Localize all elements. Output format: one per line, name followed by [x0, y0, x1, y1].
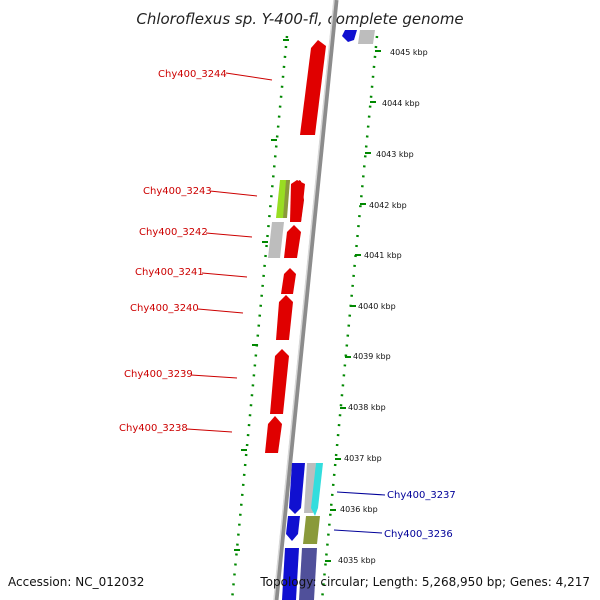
scale-label: 4036 kbp: [340, 505, 378, 514]
scale-label: 4038 kbp: [348, 403, 386, 412]
gene-forward-blue-2: [286, 516, 300, 541]
gene-forward-purple: [299, 548, 317, 600]
right-dotted-track: [320, 35, 379, 600]
gene-forward-blue-3: [282, 548, 299, 600]
scale-label: 4035 kbp: [338, 556, 376, 565]
reverse-gene-labels: Chy400_3244 Chy400_3243 Chy400_3242 Chy4…: [119, 69, 273, 434]
scale-label: 4044 kbp: [382, 99, 420, 108]
gene-top-gray: [358, 30, 375, 44]
accession-label: Accession: NC_012032: [8, 575, 144, 589]
scale-label: 4045 kbp: [390, 48, 428, 57]
gene-label: Chy400_3237: [387, 490, 456, 501]
gene-chy400-3244: [300, 40, 326, 135]
topology-label: Topology: circular; Length: 5,268,950 bp…: [259, 575, 590, 589]
scale-label: 4040 kbp: [358, 302, 396, 311]
gene-chy400-3238: [265, 416, 282, 453]
gene-label: Chy400_3243: [143, 186, 212, 197]
gene-label: Chy400_3236: [384, 529, 453, 540]
gene-chy400-3237: [311, 463, 323, 516]
scale-label: 4041 kbp: [364, 251, 402, 260]
gene-label: Chy400_3239: [124, 369, 193, 380]
gene-gray: [268, 222, 284, 258]
forward-gene-labels: Chy400_3237 Chy400_3236: [333, 490, 456, 540]
gene-label: Chy400_3242: [139, 227, 208, 238]
gene-chy400-3236: [303, 516, 320, 544]
gene-label: Chy400_3240: [130, 303, 199, 314]
scale-label: 4039 kbp: [353, 352, 391, 361]
gene-chy400-3240: [276, 295, 293, 340]
scale-label: 4037 kbp: [344, 454, 382, 463]
gene-label: Chy400_3244: [158, 69, 227, 80]
gene-chy400-3241: [281, 268, 296, 294]
gene-chy400-3239: [270, 349, 289, 414]
gene-chy400-3243: [290, 180, 305, 222]
scale-ticks: [325, 50, 381, 562]
gene-label: Chy400_3241: [135, 267, 204, 278]
map-title: Chloroflexus sp. Y-400-fl, complete geno…: [136, 10, 463, 28]
gene-chy400-3242: [284, 225, 301, 258]
left-track-ticks: [234, 39, 289, 551]
scale-label: 4042 kbp: [369, 201, 407, 210]
scale-labels: 4045 kbp 4044 kbp 4043 kbp 4042 kbp 4041…: [338, 48, 428, 565]
gene-label: Chy400_3238: [119, 423, 188, 434]
genome-backbone: [273, 0, 339, 600]
gene-forward-blue-1: [289, 463, 305, 514]
scale-label: 4043 kbp: [376, 150, 414, 159]
gene-top-blue: [342, 30, 357, 42]
